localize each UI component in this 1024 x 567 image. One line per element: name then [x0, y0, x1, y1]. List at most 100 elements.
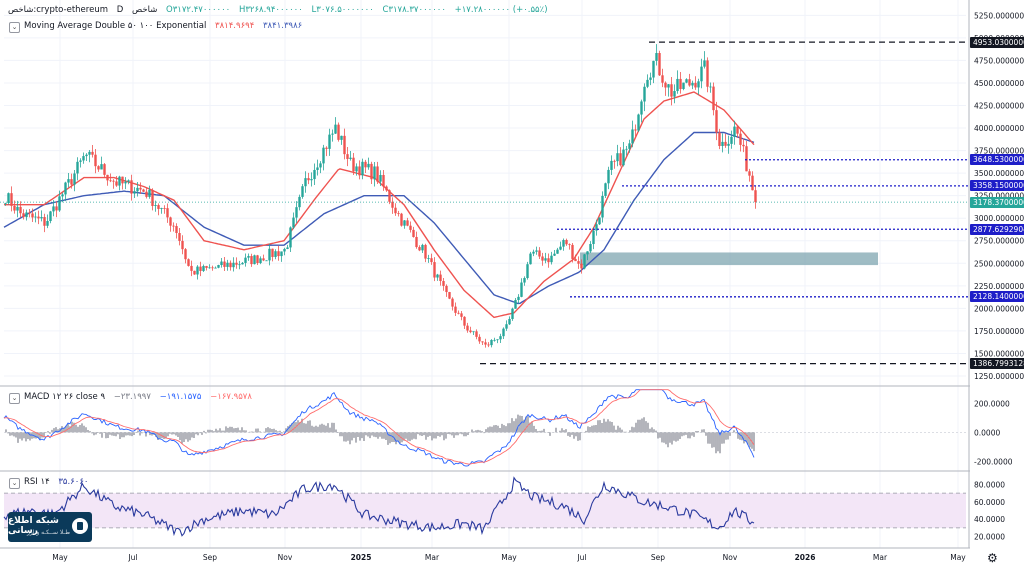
candle-body — [655, 53, 658, 61]
price-header: شاخص:crypto-ethereum D شاخص O۳۱۷۲.۴۷۰۰۰۰… — [8, 5, 554, 15]
candle-body — [535, 250, 538, 252]
candle-body — [292, 217, 295, 228]
candle-body — [589, 244, 592, 252]
candle-body — [127, 180, 130, 182]
level-pill: 2128.1400000 — [970, 291, 1024, 303]
candle-body — [469, 330, 472, 333]
candle-body — [637, 114, 640, 131]
candle-body — [397, 213, 400, 215]
candle-body — [571, 244, 574, 259]
price-tick-label: 4500.0000000 — [974, 79, 1024, 88]
candle-body — [43, 217, 46, 226]
candle-body — [61, 194, 64, 197]
rsi-label[interactable]: RSI ۱۴ — [24, 477, 50, 487]
candle-body — [166, 208, 169, 218]
gear-icon[interactable]: ⚙ — [987, 551, 998, 565]
x-tick-label: May — [501, 553, 517, 562]
macd-line — [3, 389, 755, 467]
candle-body — [79, 160, 82, 162]
candle-body — [268, 248, 271, 261]
candle-body — [580, 263, 583, 269]
candle-body — [394, 207, 397, 214]
candle-body — [169, 217, 172, 226]
x-tick-label: Jul — [576, 553, 586, 562]
price-tick-label: 1500.0000000 — [974, 349, 1024, 358]
x-tick-label: 2025 — [351, 553, 372, 562]
candle-body — [496, 339, 499, 341]
candle-body — [70, 179, 73, 185]
candle-body — [130, 180, 133, 194]
candle-body — [544, 258, 547, 261]
candle-body — [142, 189, 145, 192]
candle-body — [307, 178, 310, 181]
candle-body — [442, 281, 445, 286]
candle-body — [232, 262, 235, 268]
collapse-toggle[interactable]: ⌄ — [9, 22, 20, 33]
candle-body — [427, 258, 430, 260]
candle-body — [406, 220, 409, 226]
candle-body — [280, 251, 283, 257]
candle-body — [229, 262, 232, 268]
candle-body — [616, 153, 619, 162]
price-tick-label: 2000.0000000 — [974, 304, 1024, 313]
open-value: O۳۱۷۲.۴۷۰۰۰۰۰۰ — [166, 5, 231, 15]
candle-body — [319, 163, 322, 168]
candle-body — [271, 248, 274, 257]
logo-line1: شبکه اطلاع رسانی — [8, 516, 59, 536]
candle-body — [646, 79, 649, 87]
candle-body — [364, 161, 367, 168]
candle-body — [7, 193, 10, 203]
price-tick-label: 4250.0000000 — [974, 101, 1024, 110]
level-pill: 4953.0300000 — [970, 36, 1024, 48]
rsi-tick-label: 20.0000 — [974, 533, 1005, 542]
candle-body — [97, 166, 100, 170]
candle-body — [592, 230, 595, 245]
rsi-collapse-toggle[interactable]: ⌄ — [9, 478, 20, 489]
candle-body — [619, 153, 622, 166]
candle-body — [382, 174, 385, 187]
ma-header: Moving Average Double ۵۰ ۱۰۰ Exponential… — [24, 21, 308, 31]
candle-body — [745, 146, 748, 172]
candle-body — [565, 239, 568, 245]
candle-body — [559, 246, 562, 250]
candle-body — [250, 256, 253, 265]
candle-body — [529, 253, 532, 265]
candle-body — [574, 258, 577, 262]
candle-body — [181, 240, 184, 250]
candle-body — [289, 227, 292, 248]
level-pill: 2877.6292904 — [970, 223, 1024, 235]
candle-body — [304, 178, 307, 187]
rsi-value: ۳۵.۶۰۶۰ — [58, 477, 89, 487]
grid — [4, 0, 966, 548]
candle-body — [151, 189, 154, 206]
candle-body — [682, 82, 685, 90]
price-tick-label: 5250.0000000 — [974, 11, 1024, 20]
candle-body — [55, 206, 58, 211]
candle-body — [514, 299, 517, 309]
support-zone — [580, 252, 878, 266]
x-tick-label: Mar — [873, 553, 888, 562]
candle-body — [550, 255, 553, 263]
candle-body — [256, 255, 259, 264]
candle-body — [340, 135, 343, 140]
candle-body — [409, 225, 412, 230]
candle-body — [22, 213, 25, 218]
ma-label[interactable]: Moving Average Double ۵۰ ۱۰۰ Exponential — [24, 21, 207, 31]
candle-body — [607, 169, 610, 184]
macd-header: MACD ۱۲ ۲۶ close ۹ −۲۳.۱۹۹۷ −۱۹۱.۱۵۷۵ −۱… — [24, 392, 258, 402]
candle-body — [88, 151, 91, 155]
macd-collapse-toggle[interactable]: ⌄ — [9, 393, 20, 404]
candle-body — [568, 244, 571, 246]
candle-body — [193, 270, 196, 275]
candle-body — [532, 251, 535, 254]
candle-body — [502, 328, 505, 337]
symbol-name[interactable]: شاخص:crypto-ethereum — [8, 5, 108, 15]
candle-body — [727, 143, 730, 146]
candle-body — [313, 169, 316, 180]
candle-body — [511, 308, 514, 319]
candle-body — [622, 149, 625, 166]
macd-label[interactable]: MACD ۱۲ ۲۶ close ۹ — [24, 392, 106, 402]
candle-body — [118, 176, 121, 186]
interval-label[interactable]: D — [116, 5, 124, 15]
